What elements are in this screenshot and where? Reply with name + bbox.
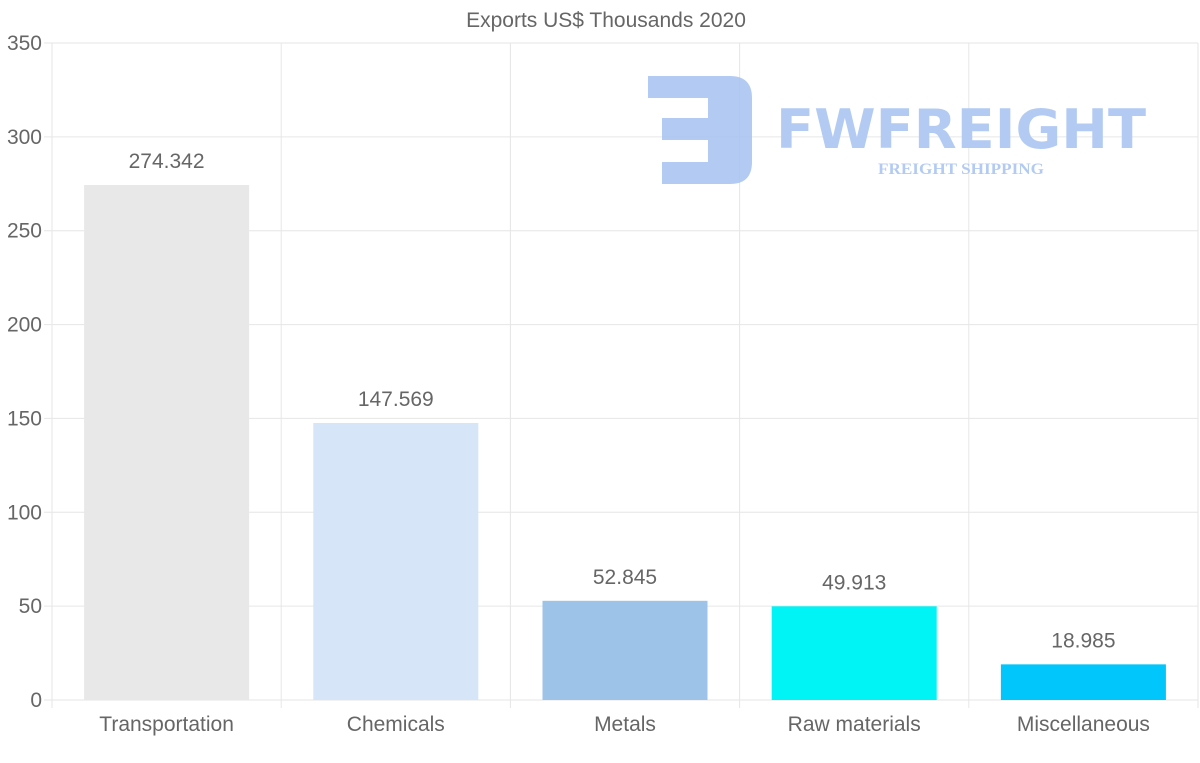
y-tick-label: 350 xyxy=(7,32,42,55)
watermark-tagline: FREIGHT SHIPPING xyxy=(878,161,1045,178)
y-axis: 0 50 100 150 200 250 300 350 xyxy=(7,32,42,712)
data-label: 49.913 xyxy=(822,571,886,594)
bar xyxy=(542,600,708,700)
bar xyxy=(1000,664,1166,700)
watermark-logo: FWFREIGHT FREIGHT SHIPPING xyxy=(648,76,1146,184)
data-label: 147.569 xyxy=(358,388,434,411)
data-label: 52.845 xyxy=(593,566,657,589)
y-tick-label: 150 xyxy=(7,407,42,430)
y-tick-label: 200 xyxy=(7,314,42,337)
y-tick-label: 100 xyxy=(7,501,42,524)
x-tick-label: Raw materials xyxy=(788,713,921,736)
bar xyxy=(313,422,479,700)
x-tick-label: Chemicals xyxy=(347,713,445,736)
data-label: 274.342 xyxy=(129,150,205,173)
y-tick-label: 50 xyxy=(19,595,42,618)
x-tick-label: Metals xyxy=(594,713,656,736)
x-tick-label: Transportation xyxy=(99,713,234,736)
chart-title: Exports US$ Thousands 2020 xyxy=(466,9,746,32)
x-tick-label: Miscellaneous xyxy=(1017,713,1150,736)
bar xyxy=(771,606,937,700)
x-axis: Transportation Chemicals Metals Raw materia… xyxy=(99,713,1150,736)
y-tick-label: 250 xyxy=(7,220,42,243)
data-label: 18.985 xyxy=(1051,629,1115,652)
bars xyxy=(84,185,1166,700)
y-tick-label: 0 xyxy=(30,689,42,712)
bar xyxy=(84,185,250,700)
data-labels: 274.342 147.569 52.845 49.913 18.985 xyxy=(129,150,1116,652)
fw-logo-icon xyxy=(648,76,752,184)
watermark-brand: FWFREIGHT xyxy=(776,98,1146,161)
y-tick-label: 300 xyxy=(7,126,42,149)
